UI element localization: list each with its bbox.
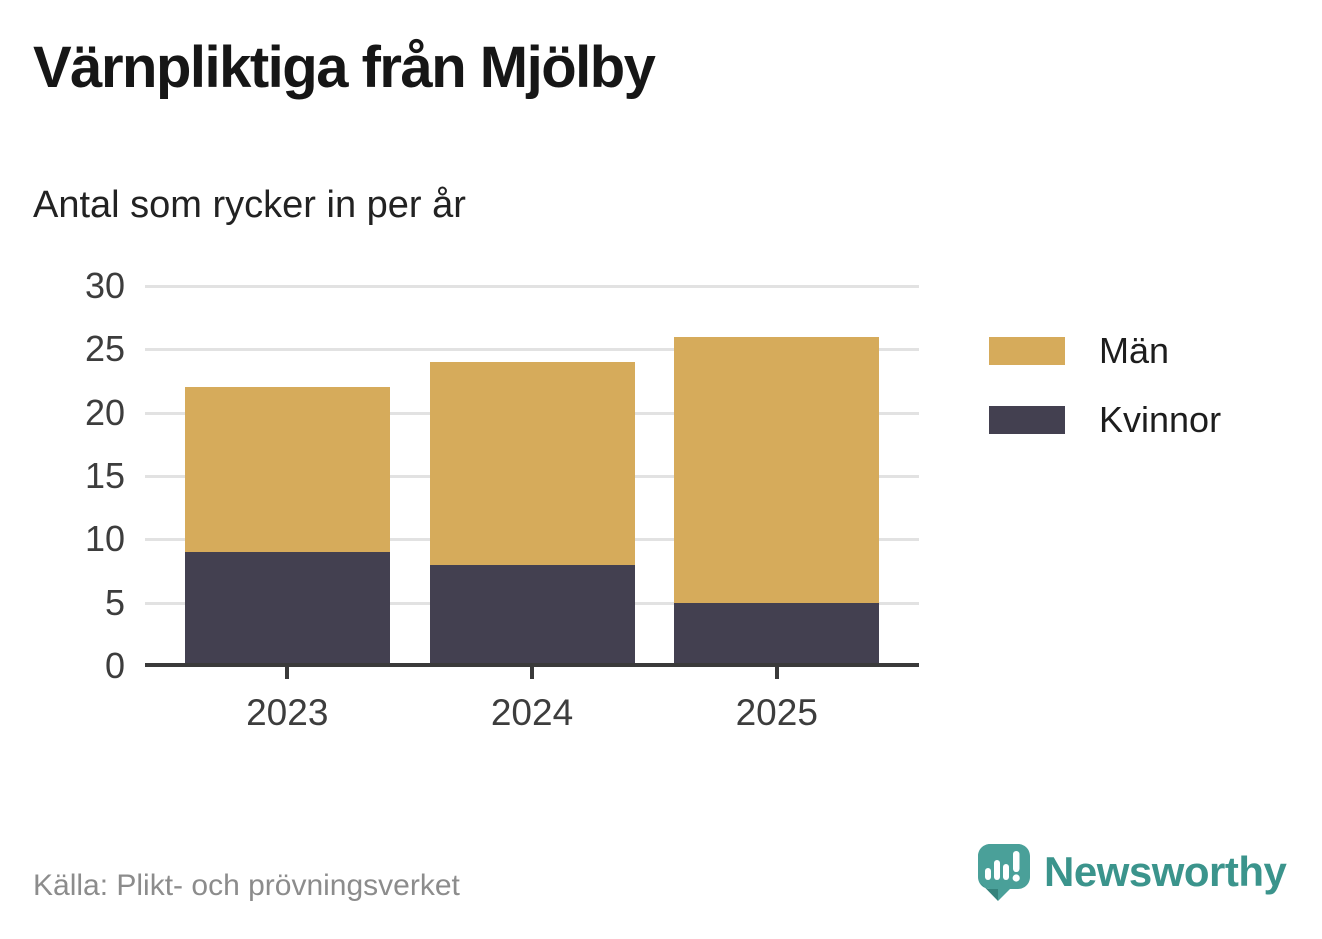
y-tick-label-0: 0 [104, 645, 125, 686]
x-tick-2024 [530, 667, 534, 679]
x-tick-label-2024: 2024 [490, 692, 574, 733]
y-tick-label-20: 20 [84, 391, 125, 433]
x-tick-2023 [285, 667, 290, 679]
legend-item-man: Män [989, 330, 1221, 372]
y-tick-label-25: 25 [84, 328, 125, 370]
y-tick-label-15: 15 [84, 455, 125, 496]
legend-item-kvinnor: Kvinnor [989, 399, 1221, 441]
bar-segment-2025-kvinnor [674, 602, 880, 666]
gridline-30 [145, 285, 919, 288]
legend-label-man: Män [1099, 330, 1170, 371]
legend-label-kvinnor: Kvinnor [1099, 399, 1222, 440]
chart-subtitle: Antal som rycker in per år [33, 184, 466, 226]
y-axis: 0 5 10 15 20 25 30 [20, 265, 125, 686]
y-tick-label-10: 10 [84, 518, 125, 560]
legend-swatch-man [989, 337, 1065, 365]
brand-logo: Newsworthy [976, 841, 1287, 903]
legend-swatch-kvinnor [989, 406, 1065, 434]
plot-area [145, 285, 919, 679]
x-tick-2025 [774, 667, 779, 679]
bar-segment-2025-män [674, 336, 880, 603]
bar-2025 [674, 286, 880, 666]
bar-segment-2024-kvinnor [429, 564, 635, 666]
brand-wordmark: Newsworthy [1044, 848, 1287, 895]
bar-segment-2023-kvinnor [184, 552, 390, 666]
gridline-25 [145, 348, 919, 352]
x-tick-label-2025: 2025 [735, 692, 818, 733]
bar-segment-2023-män [184, 387, 390, 552]
newsworthy-bubble-icon [978, 844, 1030, 901]
y-tick-label-5: 5 [104, 581, 125, 623]
bar-2024 [429, 286, 635, 666]
bar-2023 [184, 286, 390, 666]
source-note: Källa: Plikt- och prövningsverket [33, 869, 460, 902]
y-tick-label-30: 30 [84, 265, 125, 306]
x-tick-label-2023: 2023 [246, 692, 329, 733]
legend: Män Kvinnor [989, 330, 1221, 441]
x-axis: 2023 2024 2025 [145, 692, 919, 738]
bar-segment-2024-män [429, 362, 635, 565]
chart-title: Värnpliktiga från Mjölby [33, 35, 656, 100]
x-axis-line [145, 663, 919, 667]
